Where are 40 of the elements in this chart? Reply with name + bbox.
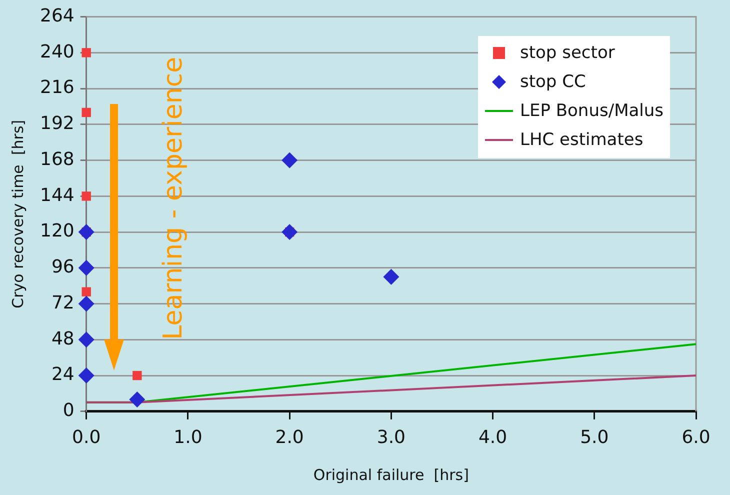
x-tick-label: 1.0 <box>174 426 202 448</box>
point <box>383 268 400 285</box>
y-tick-label: 120 <box>40 220 74 242</box>
point <box>78 260 94 276</box>
x-tick-label: 0.0 <box>72 426 101 448</box>
y-tick-label: 192 <box>40 113 74 134</box>
y-tick-label: 48 <box>51 328 74 350</box>
y-tick-label: 168 <box>40 148 74 170</box>
point <box>82 192 91 201</box>
y-tick-label: 264 <box>40 5 74 26</box>
point <box>82 287 91 296</box>
point <box>78 224 94 240</box>
x-tick-label: 4.0 <box>478 426 508 448</box>
point <box>132 370 142 380</box>
y-tick-label: 0 <box>62 400 74 422</box>
y-tick-label: 24 <box>51 364 74 386</box>
point <box>78 332 94 348</box>
point <box>82 48 91 58</box>
annotation: Learning - experience <box>158 56 189 340</box>
x-tick-label: 3.0 <box>376 426 406 448</box>
legend-label: stop sector <box>520 42 615 65</box>
point <box>282 152 298 168</box>
x-tick-label: 2.0 <box>275 426 304 448</box>
y-tick-label: 144 <box>40 184 74 206</box>
point <box>282 224 298 240</box>
x-axis-title: Original failure [hrs] <box>313 466 469 484</box>
y-tick-label: 240 <box>40 41 74 62</box>
y-axis-title: Cryo recovery time [hrs] <box>8 120 27 308</box>
point <box>82 108 91 118</box>
legend-label: LEP Bonus/Malus <box>520 100 664 123</box>
legend-label: LHC estimates <box>520 128 644 152</box>
y-tick-label: 72 <box>51 292 74 314</box>
y-tick-label: 96 <box>51 256 74 278</box>
point <box>78 296 94 312</box>
y-tick-label: 216 <box>40 77 74 98</box>
x-tick-label: 6.0 <box>682 426 710 448</box>
x-tick-label: 5.0 <box>580 426 609 448</box>
point <box>129 391 146 408</box>
point <box>78 368 94 384</box>
legend-label: stop CC <box>520 70 586 94</box>
